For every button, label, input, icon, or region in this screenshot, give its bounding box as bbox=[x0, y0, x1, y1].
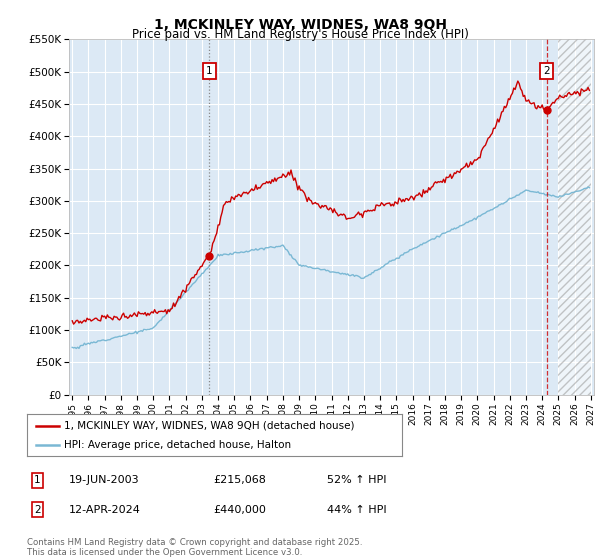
Text: HPI: Average price, detached house, Halton: HPI: Average price, detached house, Halt… bbox=[65, 440, 292, 450]
Text: Contains HM Land Registry data © Crown copyright and database right 2025.
This d: Contains HM Land Registry data © Crown c… bbox=[27, 538, 362, 557]
Text: 2: 2 bbox=[34, 505, 41, 515]
Text: 1, MCKINLEY WAY, WIDNES, WA8 9QH: 1, MCKINLEY WAY, WIDNES, WA8 9QH bbox=[154, 18, 446, 32]
Bar bbox=[559, 39, 591, 395]
Text: £440,000: £440,000 bbox=[213, 505, 266, 515]
Text: 52% ↑ HPI: 52% ↑ HPI bbox=[327, 475, 386, 486]
Text: 2: 2 bbox=[544, 66, 550, 76]
Text: 1: 1 bbox=[34, 475, 41, 486]
Text: 1, MCKINLEY WAY, WIDNES, WA8 9QH (detached house): 1, MCKINLEY WAY, WIDNES, WA8 9QH (detach… bbox=[65, 421, 355, 431]
Text: 19-JUN-2003: 19-JUN-2003 bbox=[69, 475, 140, 486]
Text: Price paid vs. HM Land Registry's House Price Index (HPI): Price paid vs. HM Land Registry's House … bbox=[131, 28, 469, 41]
Text: 1: 1 bbox=[206, 66, 212, 76]
Text: 12-APR-2024: 12-APR-2024 bbox=[69, 505, 141, 515]
Text: £215,068: £215,068 bbox=[213, 475, 266, 486]
Text: 44% ↑ HPI: 44% ↑ HPI bbox=[327, 505, 386, 515]
